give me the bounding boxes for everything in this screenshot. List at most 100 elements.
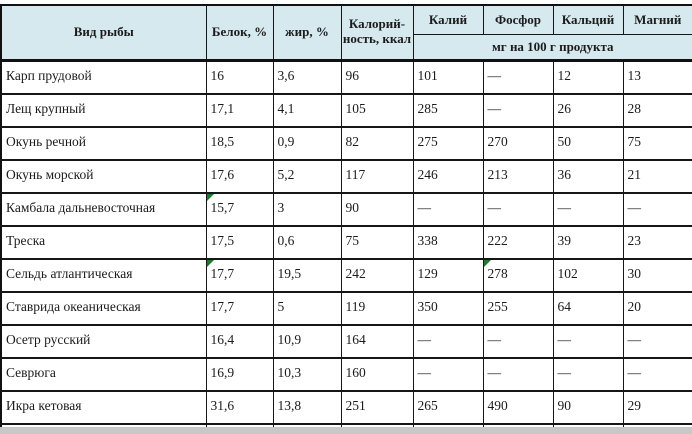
value-cell: —	[622, 357, 692, 392]
value-cell: —	[552, 357, 624, 392]
value-cell: 5	[272, 291, 342, 326]
value-cell: —	[482, 93, 554, 128]
value-cell: 10,3	[272, 357, 342, 392]
value-cell: 23	[622, 225, 692, 260]
col-header-protein: Белок, %	[205, 4, 274, 61]
value-cell: 36	[552, 159, 624, 194]
page-bottom-strip	[0, 427, 692, 434]
table-row: Карп прудовой 16 3,6 96 101—12 13	[0, 59, 692, 95]
value-cell: —	[412, 357, 484, 392]
value-cell: 19,5	[272, 258, 342, 293]
value-cell: —	[622, 192, 692, 227]
value-cell: 105	[340, 93, 414, 128]
value-cell: 3,6	[272, 59, 342, 95]
value-cell: 490	[482, 390, 554, 425]
value-cell: 17,5	[205, 225, 274, 260]
value-cell: 278	[482, 258, 554, 293]
fish-name-cell: Камбала дальневосточная	[0, 192, 207, 227]
value-cell: 90	[340, 192, 414, 227]
value-cell: 338	[412, 225, 484, 260]
table-row: Севрюга 16,9 10,3 160— — — —	[0, 357, 692, 392]
fish-name-cell: Треска	[0, 225, 207, 260]
table-row: Осетр русский 16,4 10,9 164— — — —	[0, 324, 692, 359]
col-header-fish-type: Вид рыбы	[0, 4, 207, 61]
value-cell: 21	[622, 159, 692, 194]
fish-name-cell: Ставрида океаническая	[0, 291, 207, 326]
value-cell: —	[622, 324, 692, 359]
value-cell: —	[412, 324, 484, 359]
fish-name-cell: Севрюга	[0, 357, 207, 392]
value-cell: 350	[412, 291, 484, 326]
value-cell: 0,6	[272, 225, 342, 260]
value-cell: 275	[412, 126, 484, 161]
col-header-magnesium: Магний	[622, 4, 692, 35]
value-cell: —	[412, 192, 484, 227]
table-row: Окунь речной 18,5 0,9 82 275 270 50 75	[0, 126, 692, 161]
col-subheader-minerals-units: мг на 100 г продукта	[412, 33, 692, 61]
value-cell: —	[552, 324, 624, 359]
table-row: Камбала дальневосточная 15,7 3 90— — — —	[0, 192, 692, 227]
fish-name-cell: Окунь речной	[0, 126, 207, 161]
fish-name-cell: Осетр русский	[0, 324, 207, 359]
value-cell: 50	[552, 126, 624, 161]
table-body: Карп прудовой 16 3,6 96 101—12 13 Лещ крупный 1…	[0, 59, 692, 434]
value-cell: 246	[412, 159, 484, 194]
value-cell: 3	[272, 192, 342, 227]
fish-name-cell: Окунь морской	[0, 159, 207, 194]
col-header-potassium: Калий	[412, 4, 484, 35]
value-cell: 102	[552, 258, 624, 293]
value-cell: 10,9	[272, 324, 342, 359]
value-cell: 13	[622, 59, 692, 95]
table-row: Икра кетовая 31,6 13,8 251 265 490 90 29	[0, 390, 692, 425]
fish-name-cell: Сельдь атлантическая	[0, 258, 207, 293]
value-cell: 90	[552, 390, 624, 425]
value-cell: 31,6	[205, 390, 274, 425]
table-row: Ставрида океаническая 17,7 5 119 350 255 64 20	[0, 291, 692, 326]
col-header-fat: жир, %	[272, 4, 342, 61]
value-cell: 17,7	[205, 258, 274, 293]
value-cell: 64	[552, 291, 624, 326]
value-cell: 13,8	[272, 390, 342, 425]
col-header-calcium: Кальций	[552, 4, 624, 35]
value-cell: 30	[622, 258, 692, 293]
value-cell: 26	[552, 93, 624, 128]
table-row: Лещ крупный 17,1 4,1 105 285—26 28	[0, 93, 692, 128]
value-cell: 251	[340, 390, 414, 425]
value-cell: 16,4	[205, 324, 274, 359]
value-cell: 18,5	[205, 126, 274, 161]
value-cell: 213	[482, 159, 554, 194]
value-cell: 0,9	[272, 126, 342, 161]
value-cell: 4,1	[272, 93, 342, 128]
value-cell: 82	[340, 126, 414, 161]
fish-nutrition-table: Вид рыбы Белок, % жир, % Калорий- ность,…	[0, 4, 692, 434]
table-header: Вид рыбы Белок, % жир, % Калорий- ность,…	[0, 4, 692, 61]
value-cell: 75	[622, 126, 692, 161]
table-row: Сельдь атлантическая 17,7 19,5 242 129 278 102…	[0, 258, 692, 293]
col-header-phosphorus: Фосфор	[482, 4, 554, 35]
value-cell: —	[482, 357, 554, 392]
value-cell: 28	[622, 93, 692, 128]
table-row: Окунь морской 17,6 5,2 117 246 213 36 21	[0, 159, 692, 194]
value-cell: 17,6	[205, 159, 274, 194]
value-cell: 255	[482, 291, 554, 326]
cell-corner-marker-icon	[207, 259, 214, 267]
col-header-calories: Калорий- ность, ккал	[340, 4, 414, 61]
value-cell: —	[482, 324, 554, 359]
value-cell: 160	[340, 357, 414, 392]
fish-name-cell: Лещ крупный	[0, 93, 207, 128]
value-cell: 222	[482, 225, 554, 260]
value-cell: 285	[412, 93, 484, 128]
value-cell: —	[552, 192, 624, 227]
value-cell: 75	[340, 225, 414, 260]
value-cell: 270	[482, 126, 554, 161]
cell-corner-marker-icon	[207, 193, 214, 201]
value-cell: 12	[552, 59, 624, 95]
value-cell: 96	[340, 59, 414, 95]
value-cell: 15,7	[205, 192, 274, 227]
value-cell: 29	[622, 390, 692, 425]
value-cell: —	[482, 192, 554, 227]
value-cell: 265	[412, 390, 484, 425]
value-cell: 39	[552, 225, 624, 260]
value-cell: 16,9	[205, 357, 274, 392]
value-cell: 16	[205, 59, 274, 95]
